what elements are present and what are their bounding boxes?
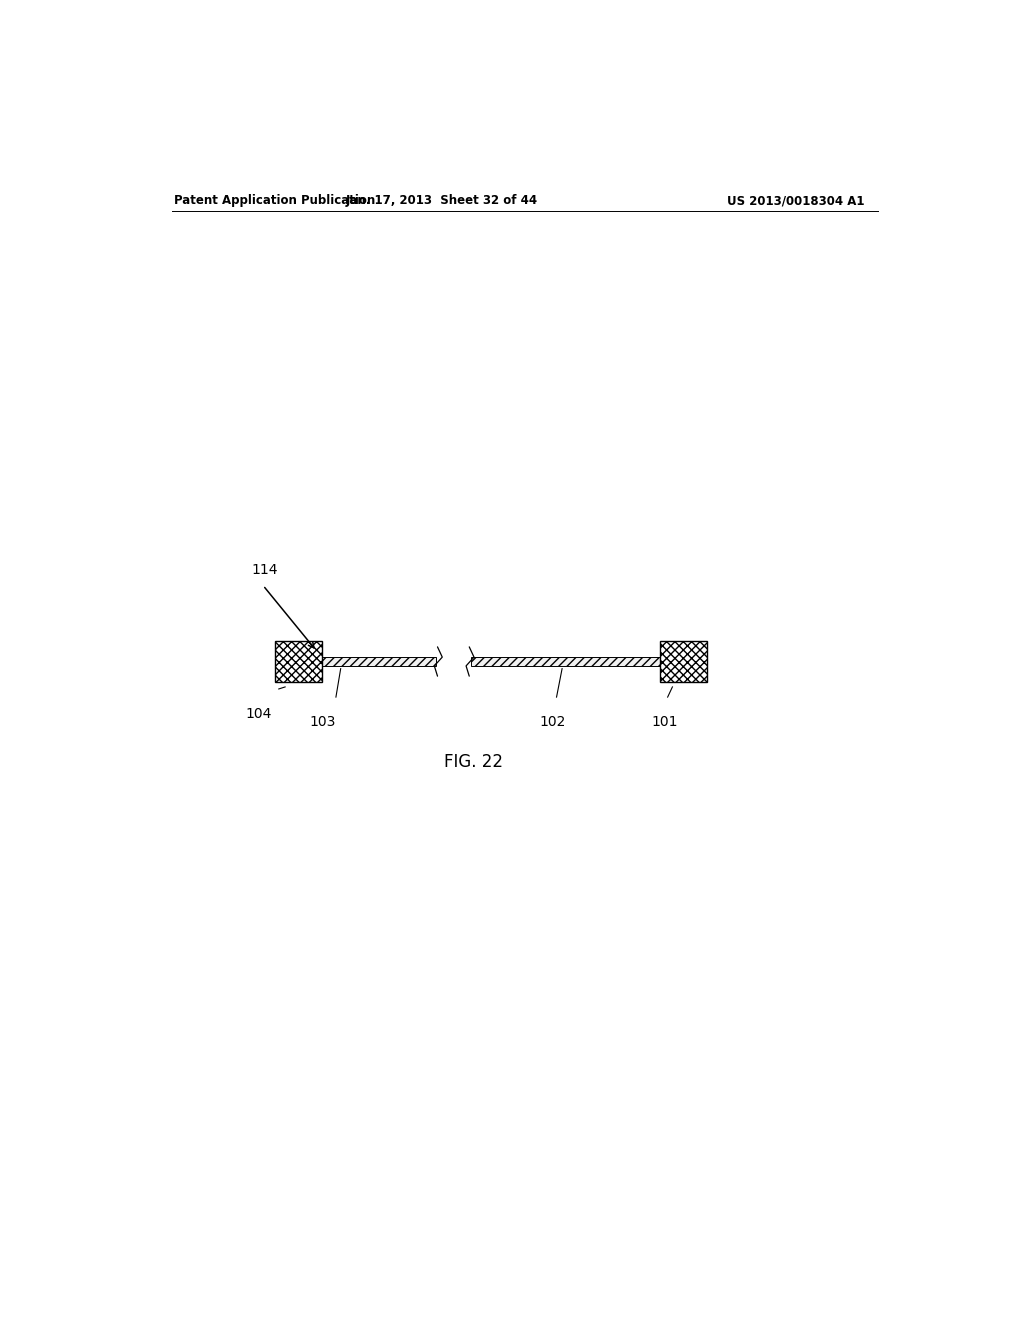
Text: US 2013/0018304 A1: US 2013/0018304 A1	[727, 194, 864, 207]
Text: 104: 104	[246, 708, 271, 721]
Text: FIG. 22: FIG. 22	[443, 752, 503, 771]
Bar	[318, 657, 436, 665]
Text: 103: 103	[309, 715, 335, 730]
Text: 102: 102	[540, 715, 566, 730]
Bar	[659, 642, 708, 682]
Text: Patent Application Publication: Patent Application Publication	[174, 194, 375, 207]
Text: 101: 101	[652, 715, 678, 730]
Bar	[274, 642, 323, 682]
Text: 114: 114	[251, 564, 278, 577]
Bar	[471, 657, 659, 665]
Text: Jan. 17, 2013  Sheet 32 of 44: Jan. 17, 2013 Sheet 32 of 44	[345, 194, 538, 207]
